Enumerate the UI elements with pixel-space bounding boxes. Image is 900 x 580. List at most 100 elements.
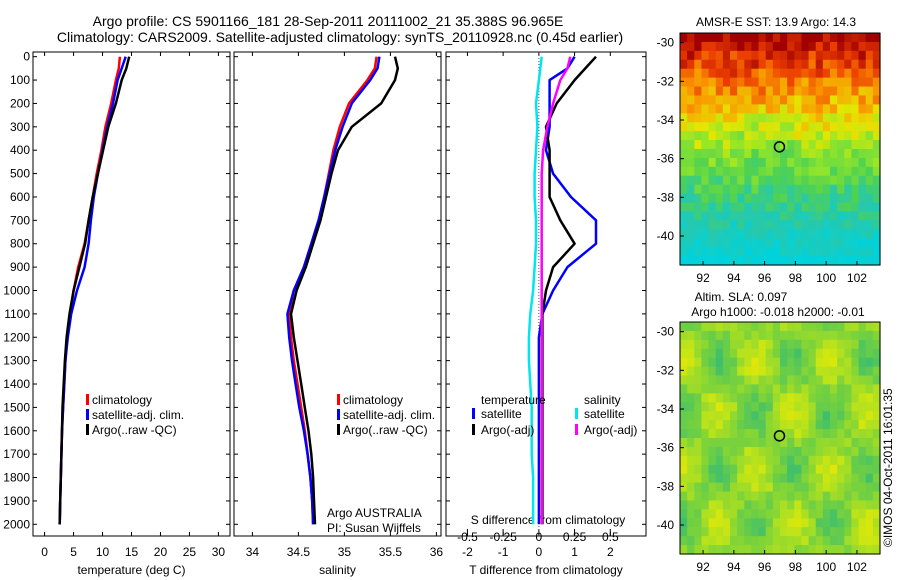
map-cell [680,202,688,213]
map-cell [680,68,688,79]
depth-tick-label: 400 [10,143,30,157]
map-cell [680,256,688,266]
map-cell [801,330,810,341]
map-cell [744,545,753,555]
map-cell [858,509,867,519]
map-cell [801,193,810,204]
map-cell [851,149,860,159]
map-cell [694,393,703,403]
map-cell [744,527,753,537]
map-cell [794,322,803,332]
map-cell [872,375,881,386]
map-cell [865,59,874,70]
map-cell [865,193,874,204]
map-cell [844,429,853,439]
map-cell [780,149,788,159]
map-cell [687,420,695,430]
map-cell [794,527,803,537]
map-cell [837,68,845,79]
map-cell [772,184,781,195]
map-cell [780,438,788,448]
map-cell [715,157,724,168]
map-cell [822,491,831,502]
map-cell [858,527,867,537]
map-cell [758,59,767,70]
map-cell [730,211,738,221]
map-cell [858,211,867,221]
map-cell [708,473,717,484]
map-cell [830,41,838,52]
map-cell [808,238,817,248]
map-cell [822,131,831,141]
map-cell [780,545,788,555]
map-cell [680,184,688,195]
map-cell [708,322,717,332]
map-cell [680,545,688,555]
map-cell [844,104,853,114]
map-cell [801,175,810,186]
map-cell [680,104,688,114]
map-cell [751,536,760,546]
x-tick-label: 30 [212,545,226,559]
map-cell [858,122,867,132]
map-cell [837,464,845,475]
map-cell [780,473,788,484]
map-cell [844,455,853,466]
map-cell [851,455,860,466]
map-cell [772,339,781,350]
map-x-tick-label: 100 [816,560,836,574]
map-cell [758,256,767,266]
map-cell [830,446,838,457]
map-cell [794,491,803,502]
map-cell [844,438,853,448]
map-cell [872,41,881,52]
map-cell [794,50,803,61]
map-cell [844,482,853,493]
map-cell [815,348,824,359]
map-cell [744,402,753,412]
map-cell [694,175,703,186]
map-cell [701,482,710,493]
map-cell [851,438,860,448]
map-cell [851,375,860,386]
legend-swatch [575,424,578,435]
map-cell [822,140,831,150]
map-cell [680,536,688,546]
map-cell [801,33,810,43]
map-cell [780,113,788,123]
map-cell [722,220,731,230]
map-cell [830,166,838,177]
map-cell [801,220,810,230]
map-cell [780,256,788,266]
map-cell [822,193,831,204]
map-cell [872,247,881,257]
map-cell [837,59,845,70]
map-cell [744,122,753,132]
map-cell [765,429,774,439]
map-cell [715,438,724,448]
map-cell [758,500,767,510]
map-cell [708,375,717,386]
map-cell [780,455,788,466]
map-cell [680,41,688,52]
map-cell [744,33,753,43]
map-cell [730,238,738,248]
map-cell [808,330,817,341]
map-cell [787,77,795,88]
map-cell [715,211,724,221]
map-cell [787,527,795,537]
map-cell [680,95,688,105]
map-cell [808,393,817,403]
map-cell [794,247,803,257]
map-cell [680,366,688,377]
map-cell [801,420,810,430]
map-cell [808,384,817,394]
map-cell [808,220,817,230]
map-cell [830,202,838,213]
map-cell [858,455,867,466]
map-cell [758,95,767,105]
map-cell [758,50,767,61]
map-cell [837,95,845,105]
map-cell [772,393,781,403]
map-cell [758,446,767,457]
